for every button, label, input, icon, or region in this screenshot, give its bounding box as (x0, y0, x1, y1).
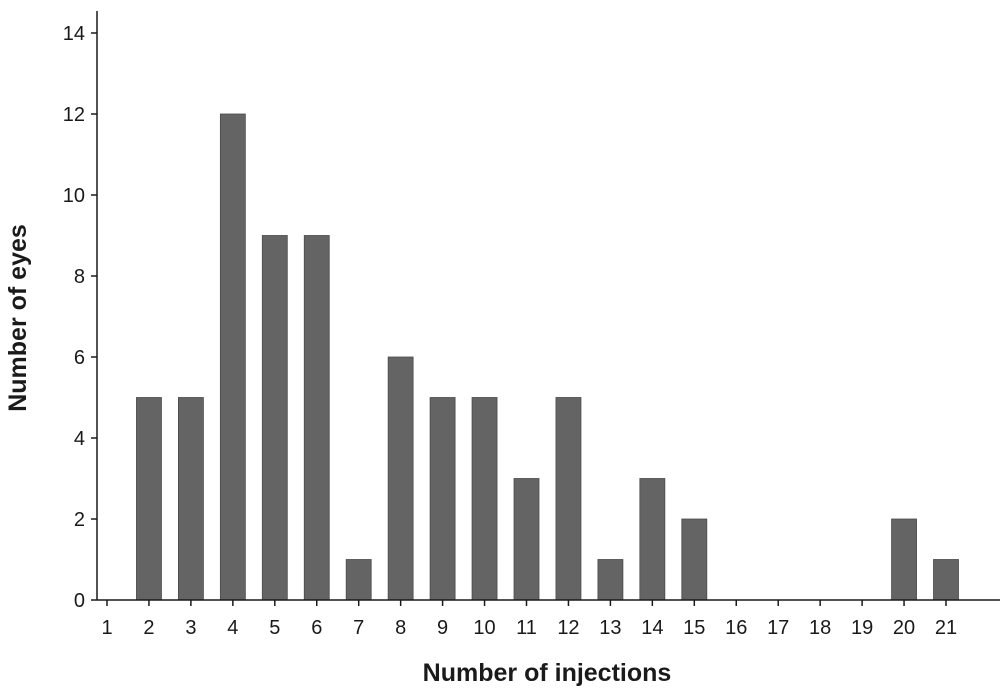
bar-5 (261, 235, 288, 601)
bar-14 (639, 478, 666, 601)
x-tick-label: 19 (851, 617, 873, 639)
x-tick-label: 3 (185, 617, 196, 639)
x-tick-label: 4 (227, 617, 238, 639)
bar-7 (345, 559, 372, 601)
bar-20 (891, 518, 917, 601)
x-tick-label: 7 (353, 617, 364, 639)
bar-3 (177, 397, 204, 601)
y-tick-label: 12 (63, 104, 85, 126)
bars (136, 113, 959, 601)
bar-8 (387, 356, 414, 601)
x-tick-label: 6 (311, 617, 322, 639)
x-axis-title: Number of injections (423, 659, 672, 687)
bar-13 (597, 559, 624, 601)
bar-2 (136, 397, 162, 601)
y-tick-label: 4 (74, 428, 85, 450)
y-tick-label: 2 (74, 509, 85, 531)
axes (96, 11, 1000, 601)
x-tick-label: 17 (767, 617, 789, 639)
x-tick-label: 21 (935, 617, 957, 639)
x-tick-label: 13 (599, 617, 621, 639)
x-tick-label: 18 (809, 617, 831, 639)
y-tick-label: 0 (74, 590, 85, 612)
x-tick-label: 5 (269, 617, 280, 639)
bar-12 (555, 397, 582, 601)
x-tick-label: 8 (395, 617, 406, 639)
y-tick-label: 6 (74, 347, 85, 369)
bar-11 (513, 478, 540, 601)
y-axis-ticks: 0 2 4 6 8 10 12 14 (63, 23, 97, 612)
y-axis-title: Number of eyes (4, 224, 32, 412)
y-tick-label: 8 (74, 266, 85, 288)
x-tick-label: 16 (725, 617, 747, 639)
x-tick-label: 12 (557, 617, 579, 639)
y-tick-label: 10 (63, 185, 85, 207)
x-tick-label: 2 (143, 617, 154, 639)
y-tick-label: 14 (63, 23, 85, 45)
bar-10 (471, 397, 498, 601)
bar-6 (303, 235, 330, 601)
bar-4 (219, 113, 246, 601)
x-tick-label: 10 (473, 617, 495, 639)
x-tick-label: 20 (893, 617, 915, 639)
x-tick-label: 15 (683, 617, 705, 639)
x-tick-label: 11 (516, 617, 537, 639)
x-axis-ticks: 1 2 3 4 5 6 7 8 9 10 11 12 13 14 15 16 17 18 19 20 21 (101, 600, 957, 639)
bar-15 (681, 518, 708, 601)
x-tick-label: 9 (437, 617, 448, 639)
x-tick-label: 1 (101, 617, 112, 639)
bar-21 (933, 559, 959, 601)
bar-9 (429, 397, 456, 601)
x-tick-label: 14 (641, 617, 663, 639)
